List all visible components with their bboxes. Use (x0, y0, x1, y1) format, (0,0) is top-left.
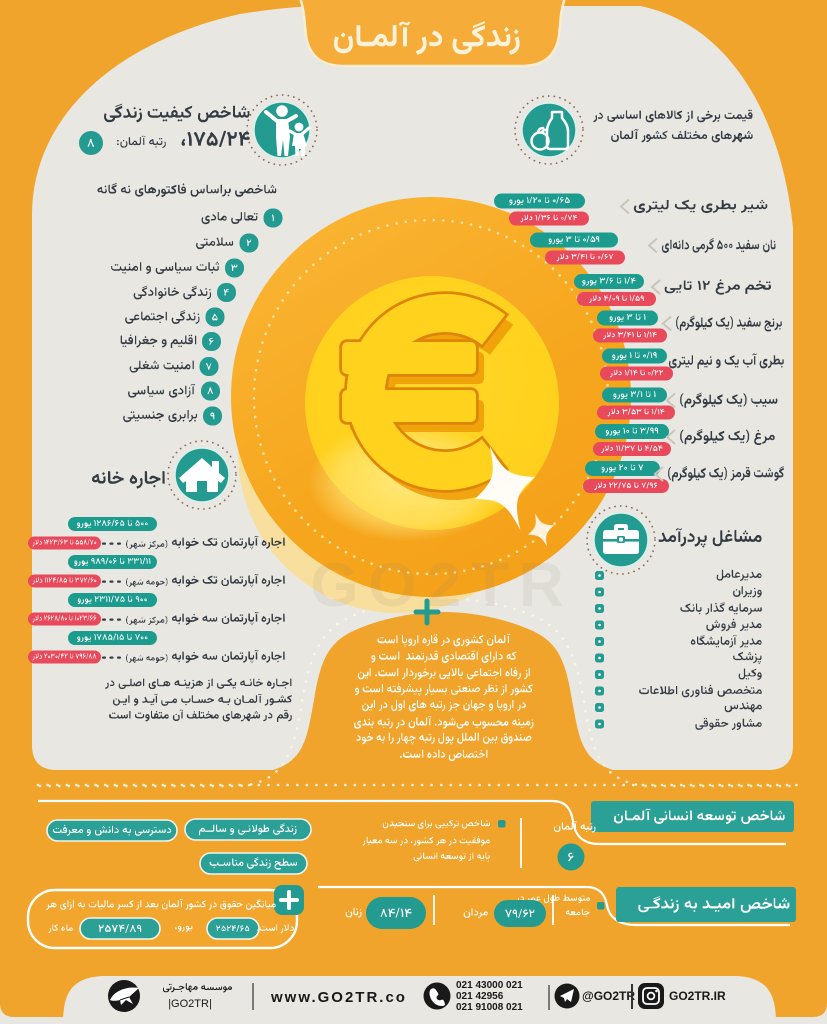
svg-text:@GO2TR: @GO2TR (582, 989, 635, 1003)
svg-text:021 42956: 021 42956 (456, 991, 504, 1002)
svg-text:021 91008 021: 021 91008 021 (456, 1002, 523, 1013)
svg-text:GO2TR: GO2TR (310, 551, 574, 620)
svg-text:021 43000 021: 021 43000 021 (456, 980, 523, 991)
svg-text:GO2TR.IR: GO2TR.IR (669, 989, 726, 1003)
svg-text:www.GO2TR.co: www.GO2TR.co (270, 989, 407, 1006)
svg-text:|GO2TR|: |GO2TR| (168, 998, 212, 1010)
